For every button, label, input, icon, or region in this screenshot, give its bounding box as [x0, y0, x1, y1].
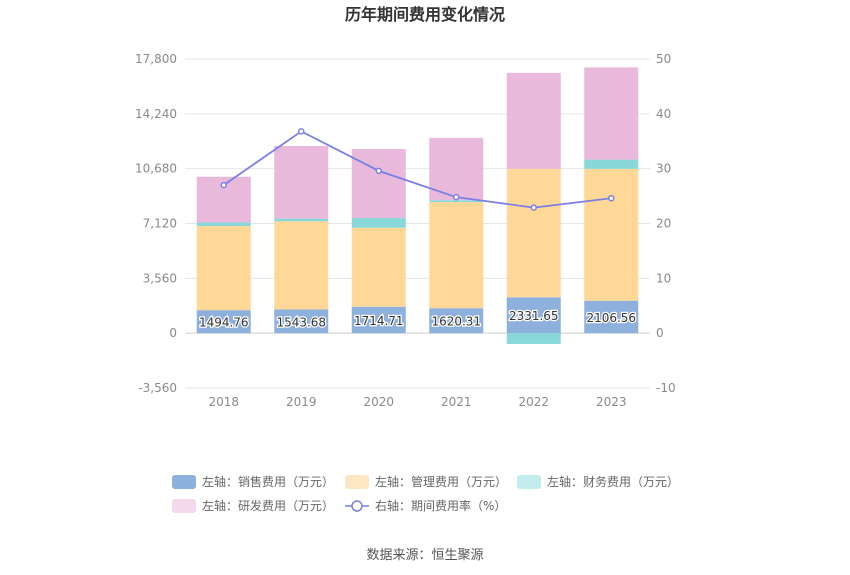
- legend-swatch: [172, 499, 196, 513]
- bar-segment: [196, 310, 251, 334]
- right-tick-label: 20: [656, 217, 671, 231]
- bar-segment: [274, 218, 329, 222]
- legend-label: 左轴：研发费用（万元）: [202, 498, 334, 513]
- right-axis: -10 0 10 20 30 40 50: [656, 52, 676, 395]
- ratio-point: [608, 195, 615, 202]
- bar-segment: [351, 218, 406, 228]
- source-note: 数据来源：恒生聚源: [366, 548, 483, 563]
- legend-label: 右轴：期间费用率（%）: [375, 498, 506, 513]
- legend-swatch: [345, 475, 369, 489]
- bar-segment: [196, 226, 251, 311]
- legend-swatch: [517, 475, 541, 489]
- ratio-point: [298, 128, 305, 135]
- left-tick-label: 7,120: [143, 217, 177, 231]
- bar-segment: [506, 333, 561, 344]
- bar-segment: [429, 202, 484, 309]
- legend[interactable]: 左轴：销售费用（万元） 左轴：管理费用（万元） 左轴：财务费用（万元） 左轴：研发费用…: [172, 474, 679, 513]
- legend-marker: [351, 500, 363, 512]
- ratio-point: [530, 204, 537, 211]
- ratio-point: [453, 193, 460, 201]
- right-tick-label: 30: [656, 162, 671, 176]
- right-tick-label: -10: [656, 381, 676, 395]
- bar-data-label: 1543.68: [276, 315, 326, 329]
- bar-segment: [274, 145, 329, 219]
- legend-label: 左轴：财务费用（万元）: [547, 474, 679, 489]
- bar-segment: [196, 222, 251, 227]
- right-tick-label: 40: [656, 107, 671, 121]
- x-tick-label: 2020: [363, 395, 394, 409]
- bars: [196, 67, 639, 344]
- bar-segment: [429, 200, 484, 203]
- bar-segment: [506, 297, 561, 334]
- bar-data-label: 1494.76: [199, 316, 249, 330]
- bar-segment: [429, 308, 484, 334]
- ratio-line-path: [223, 130, 612, 209]
- bar-data-label: 1620.31: [431, 315, 481, 329]
- legend-label: 左轴：销售费用（万元）: [202, 474, 334, 489]
- bar-segment: [584, 159, 639, 169]
- bar-labels: 1494.76 1543.68 1714.71 1620.31 2331.65 2106.…: [198, 308, 638, 331]
- bar-segment: [351, 227, 406, 307]
- bar-segment: [274, 309, 329, 334]
- left-axis: -3,560 0 3,560 7,120 10,680 14,240 17,800: [135, 52, 177, 395]
- bar-data-label: 2331.65: [509, 309, 559, 323]
- chart-title: 历年期间费用变化情况: [345, 5, 505, 24]
- right-tick-label: 50: [656, 52, 671, 66]
- bar-segment: [274, 221, 329, 310]
- bar-data-label: 2106.56: [586, 311, 636, 325]
- bar-segment: [429, 137, 484, 201]
- x-axis: 2018 2019 2020 2021 2022 2023: [208, 395, 626, 409]
- left-tick-label: -3,560: [138, 381, 177, 395]
- x-tick-label: 2022: [518, 395, 549, 409]
- x-tick-label: 2023: [596, 395, 627, 409]
- x-tick-label: 2021: [441, 395, 472, 409]
- left-tick-label: 3,560: [143, 271, 177, 285]
- bar-segment: [351, 306, 406, 334]
- ratio-point: [220, 181, 227, 189]
- ratio-line: [220, 128, 615, 211]
- x-tick-label: 2018: [208, 395, 239, 409]
- legend-label: 左轴：管理费用（万元）: [375, 474, 507, 489]
- bar-segment: [351, 149, 406, 219]
- bar-segment: [506, 168, 561, 298]
- grid-lines: [185, 58, 650, 389]
- bar-data-label: 1714.71: [354, 314, 404, 328]
- x-tick-label: 2019: [286, 395, 317, 409]
- left-tick-label: 0: [169, 326, 177, 340]
- bar-segment: [584, 168, 639, 301]
- bar-segment: [584, 300, 639, 334]
- right-tick-label: 0: [656, 326, 664, 340]
- right-tick-label: 10: [656, 271, 671, 285]
- left-tick-label: 10,680: [135, 162, 177, 176]
- ratio-point: [375, 167, 382, 175]
- bar-segment: [584, 67, 639, 160]
- left-tick-label: 17,800: [135, 52, 177, 66]
- bar-segment: [506, 72, 561, 169]
- left-tick-label: 14,240: [135, 107, 177, 121]
- legend-swatch: [172, 475, 196, 489]
